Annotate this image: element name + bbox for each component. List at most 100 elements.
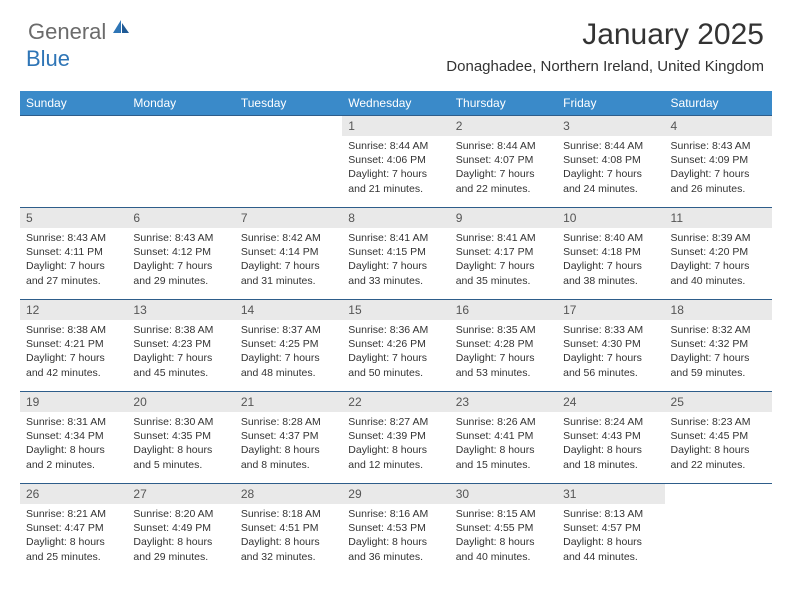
day-header: Tuesday: [235, 91, 342, 116]
daylight-line: Daylight: 7 hours and 29 minutes.: [133, 259, 228, 287]
day-number: 15: [342, 300, 449, 320]
day-details: Sunrise: 8:44 AMSunset: 4:07 PMDaylight:…: [450, 136, 557, 200]
calendar-day: 6Sunrise: 8:43 AMSunset: 4:12 PMDaylight…: [127, 208, 234, 300]
day-details: Sunrise: 8:21 AMSunset: 4:47 PMDaylight:…: [20, 504, 127, 568]
sunset-line: Sunset: 4:09 PM: [671, 153, 766, 167]
day-header: Wednesday: [342, 91, 449, 116]
sunrise-line: Sunrise: 8:32 AM: [671, 323, 766, 337]
day-number: 4: [665, 116, 772, 136]
sunset-line: Sunset: 4:23 PM: [133, 337, 228, 351]
calendar-day: 26Sunrise: 8:21 AMSunset: 4:47 PMDayligh…: [20, 484, 127, 576]
day-number: 8: [342, 208, 449, 228]
daylight-line: Daylight: 7 hours and 24 minutes.: [563, 167, 658, 195]
sunrise-line: Sunrise: 8:40 AM: [563, 231, 658, 245]
day-details: Sunrise: 8:41 AMSunset: 4:17 PMDaylight:…: [450, 228, 557, 292]
daylight-line: Daylight: 7 hours and 56 minutes.: [563, 351, 658, 379]
calendar-week: 26Sunrise: 8:21 AMSunset: 4:47 PMDayligh…: [20, 484, 772, 576]
sunset-line: Sunset: 4:41 PM: [456, 429, 551, 443]
calendar-day: 24Sunrise: 8:24 AMSunset: 4:43 PMDayligh…: [557, 392, 664, 484]
logo-text-blue: Blue: [26, 46, 70, 71]
day-number: 17: [557, 300, 664, 320]
calendar-day: 31Sunrise: 8:13 AMSunset: 4:57 PMDayligh…: [557, 484, 664, 576]
calendar-day: 10Sunrise: 8:40 AMSunset: 4:18 PMDayligh…: [557, 208, 664, 300]
sunset-line: Sunset: 4:15 PM: [348, 245, 443, 259]
logo-text-blue-wrap: Blue: [28, 46, 70, 72]
sunset-line: Sunset: 4:47 PM: [26, 521, 121, 535]
sunrise-line: Sunrise: 8:30 AM: [133, 415, 228, 429]
calendar-day: 12Sunrise: 8:38 AMSunset: 4:21 PMDayligh…: [20, 300, 127, 392]
sunrise-line: Sunrise: 8:43 AM: [671, 139, 766, 153]
sunrise-line: Sunrise: 8:38 AM: [26, 323, 121, 337]
sunrise-line: Sunrise: 8:44 AM: [456, 139, 551, 153]
day-details: Sunrise: 8:23 AMSunset: 4:45 PMDaylight:…: [665, 412, 772, 476]
sunset-line: Sunset: 4:20 PM: [671, 245, 766, 259]
calendar-day: 17Sunrise: 8:33 AMSunset: 4:30 PMDayligh…: [557, 300, 664, 392]
daylight-line: Daylight: 8 hours and 32 minutes.: [241, 535, 336, 563]
sunrise-line: Sunrise: 8:18 AM: [241, 507, 336, 521]
day-details: Sunrise: 8:38 AMSunset: 4:21 PMDaylight:…: [20, 320, 127, 384]
title-block: January 2025 Donaghadee, Northern Irelan…: [446, 18, 764, 75]
day-details: Sunrise: 8:27 AMSunset: 4:39 PMDaylight:…: [342, 412, 449, 476]
calendar-day: 2Sunrise: 8:44 AMSunset: 4:07 PMDaylight…: [450, 116, 557, 208]
sunset-line: Sunset: 4:39 PM: [348, 429, 443, 443]
day-number: 14: [235, 300, 342, 320]
day-details: Sunrise: 8:43 AMSunset: 4:11 PMDaylight:…: [20, 228, 127, 292]
calendar-day: 19Sunrise: 8:31 AMSunset: 4:34 PMDayligh…: [20, 392, 127, 484]
logo: General: [28, 18, 133, 45]
day-number: 1: [342, 116, 449, 136]
sunset-line: Sunset: 4:25 PM: [241, 337, 336, 351]
sunrise-line: Sunrise: 8:23 AM: [671, 415, 766, 429]
sunrise-line: Sunrise: 8:27 AM: [348, 415, 443, 429]
daylight-line: Daylight: 7 hours and 31 minutes.: [241, 259, 336, 287]
day-details: Sunrise: 8:38 AMSunset: 4:23 PMDaylight:…: [127, 320, 234, 384]
day-number: 22: [342, 392, 449, 412]
daylight-line: Daylight: 8 hours and 25 minutes.: [26, 535, 121, 563]
sunrise-line: Sunrise: 8:41 AM: [348, 231, 443, 245]
daylight-line: Daylight: 8 hours and 12 minutes.: [348, 443, 443, 471]
sunset-line: Sunset: 4:43 PM: [563, 429, 658, 443]
sunrise-line: Sunrise: 8:20 AM: [133, 507, 228, 521]
calendar-day: 22Sunrise: 8:27 AMSunset: 4:39 PMDayligh…: [342, 392, 449, 484]
daylight-line: Daylight: 7 hours and 22 minutes.: [456, 167, 551, 195]
daylight-line: Daylight: 8 hours and 8 minutes.: [241, 443, 336, 471]
calendar-day: 27Sunrise: 8:20 AMSunset: 4:49 PMDayligh…: [127, 484, 234, 576]
day-number: 26: [20, 484, 127, 504]
day-number: 13: [127, 300, 234, 320]
calendar-day: ..: [665, 484, 772, 576]
daylight-line: Daylight: 8 hours and 5 minutes.: [133, 443, 228, 471]
calendar-day: 15Sunrise: 8:36 AMSunset: 4:26 PMDayligh…: [342, 300, 449, 392]
sunset-line: Sunset: 4:26 PM: [348, 337, 443, 351]
calendar-day: 13Sunrise: 8:38 AMSunset: 4:23 PMDayligh…: [127, 300, 234, 392]
day-number: 19: [20, 392, 127, 412]
sunset-line: Sunset: 4:57 PM: [563, 521, 658, 535]
daylight-line: Daylight: 8 hours and 15 minutes.: [456, 443, 551, 471]
sunrise-line: Sunrise: 8:41 AM: [456, 231, 551, 245]
calendar-day: ..: [235, 116, 342, 208]
daylight-line: Daylight: 7 hours and 21 minutes.: [348, 167, 443, 195]
day-details: Sunrise: 8:41 AMSunset: 4:15 PMDaylight:…: [342, 228, 449, 292]
sunset-line: Sunset: 4:18 PM: [563, 245, 658, 259]
sunrise-line: Sunrise: 8:13 AM: [563, 507, 658, 521]
calendar-day: 29Sunrise: 8:16 AMSunset: 4:53 PMDayligh…: [342, 484, 449, 576]
sunrise-line: Sunrise: 8:28 AM: [241, 415, 336, 429]
day-number: 6: [127, 208, 234, 228]
day-number: 25: [665, 392, 772, 412]
daylight-line: Daylight: 8 hours and 36 minutes.: [348, 535, 443, 563]
calendar-body: ......1Sunrise: 8:44 AMSunset: 4:06 PMDa…: [20, 116, 772, 576]
calendar-day: 16Sunrise: 8:35 AMSunset: 4:28 PMDayligh…: [450, 300, 557, 392]
daylight-line: Daylight: 7 hours and 38 minutes.: [563, 259, 658, 287]
day-details: Sunrise: 8:44 AMSunset: 4:06 PMDaylight:…: [342, 136, 449, 200]
calendar-week: 12Sunrise: 8:38 AMSunset: 4:21 PMDayligh…: [20, 300, 772, 392]
sunrise-line: Sunrise: 8:21 AM: [26, 507, 121, 521]
day-details: Sunrise: 8:24 AMSunset: 4:43 PMDaylight:…: [557, 412, 664, 476]
daylight-line: Daylight: 7 hours and 27 minutes.: [26, 259, 121, 287]
day-number: 5: [20, 208, 127, 228]
sunset-line: Sunset: 4:14 PM: [241, 245, 336, 259]
calendar-day: 28Sunrise: 8:18 AMSunset: 4:51 PMDayligh…: [235, 484, 342, 576]
day-details: Sunrise: 8:43 AMSunset: 4:12 PMDaylight:…: [127, 228, 234, 292]
daylight-line: Daylight: 7 hours and 42 minutes.: [26, 351, 121, 379]
day-details: Sunrise: 8:36 AMSunset: 4:26 PMDaylight:…: [342, 320, 449, 384]
calendar-day: 9Sunrise: 8:41 AMSunset: 4:17 PMDaylight…: [450, 208, 557, 300]
day-number: 24: [557, 392, 664, 412]
day-number: 27: [127, 484, 234, 504]
